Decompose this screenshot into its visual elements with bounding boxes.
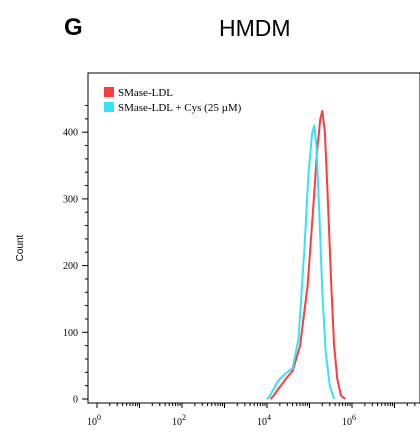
panel-title: HMDM [219, 15, 291, 41]
y-tick-label: 300 [63, 194, 78, 205]
plot-frame [87, 72, 420, 404]
x-tick-label: 106 [342, 413, 356, 428]
legend-swatch-1 [104, 102, 114, 112]
panel-letter: G [64, 14, 83, 41]
legend-swatch-0 [104, 87, 114, 97]
legend-label-1: SMase-LDL + Cys (25 µM) [118, 102, 242, 114]
series-line-0 [269, 109, 346, 400]
series-line-1 [266, 124, 336, 400]
series-layer [266, 109, 346, 400]
y-tick-label: 0 [73, 395, 78, 406]
y-tick-label: 400 [63, 128, 78, 139]
x-tick-label: 102 [172, 413, 186, 428]
legend-label-0: SMase-LDL [118, 87, 173, 99]
x-tick-label: 100 [87, 413, 101, 428]
legend: SMase-LDL SMase-LDL + Cys (25 µM) [104, 87, 242, 114]
x-tick-label: 104 [257, 413, 271, 428]
y-tick-label: 100 [63, 328, 78, 339]
y-tick-label: 200 [63, 261, 78, 272]
y-axis-label: Count [15, 234, 26, 261]
x-axis: 100 102 104 106 [87, 403, 416, 428]
y-axis: 0 100 200 300 400 [63, 105, 88, 406]
